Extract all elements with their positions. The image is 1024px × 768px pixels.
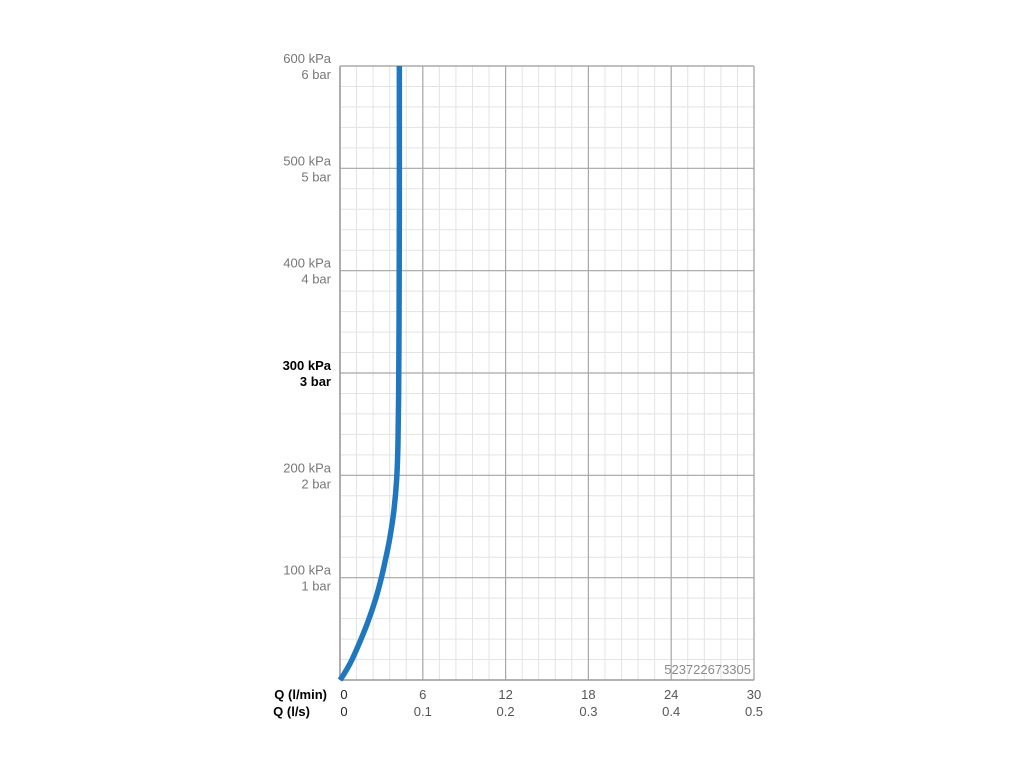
- x-tick-label-ls: 0.1: [414, 704, 432, 719]
- x-tick-label-lmin: 12: [498, 687, 512, 702]
- y-tick-label-kpa: 400 kPa: [283, 256, 331, 271]
- x-tick-label-lmin: 18: [581, 687, 595, 702]
- y-tick-label-kpa: 500 kPa: [283, 153, 331, 168]
- y-tick-label-kpa: 300 kPa: [283, 358, 332, 373]
- y-tick-label-kpa: 100 kPa: [283, 563, 331, 578]
- x-tick-label-lmin: 30: [747, 687, 761, 702]
- y-tick-label-bar: 6 bar: [301, 67, 331, 82]
- x-axis-labels: 0 0 6 0.1 12 0.2 18 0.3 24 0.4 30 0.5: [340, 687, 763, 719]
- y-tick-label-bar: 5 bar: [301, 169, 331, 184]
- x-tick-label-lmin: 0: [340, 687, 347, 702]
- series-layer: [337, 65, 403, 682]
- grid: [339, 65, 755, 681]
- y-tick-label-bar: 1 bar: [301, 579, 331, 594]
- x-tick-label-lmin: 24: [664, 687, 678, 702]
- x-tick-label-ls: 0.5: [745, 704, 763, 719]
- y-tick-label-kpa: 200 kPa: [283, 460, 331, 475]
- x-tick-label-ls: 0.3: [579, 704, 597, 719]
- y-tick-label-kpa: 600 kPa: [283, 51, 331, 66]
- watermark-code: 523722673305: [664, 662, 751, 677]
- y-tick-label-bar: 2 bar: [301, 476, 331, 491]
- x-tick-label-ls: 0.4: [662, 704, 680, 719]
- y-tick-label-bar: 4 bar: [301, 272, 331, 287]
- x-axis-label-ls: Q (l/s): [273, 704, 310, 719]
- y-tick-label-bar: 3 bar: [300, 374, 331, 389]
- x-tick-label-ls: 0.2: [497, 704, 515, 719]
- series-line-0: [337, 65, 403, 682]
- x-tick-label-lmin: 6: [419, 687, 426, 702]
- x-tick-label-ls: 0: [340, 704, 347, 719]
- x-axis-label-lmin: Q (l/min): [274, 687, 327, 702]
